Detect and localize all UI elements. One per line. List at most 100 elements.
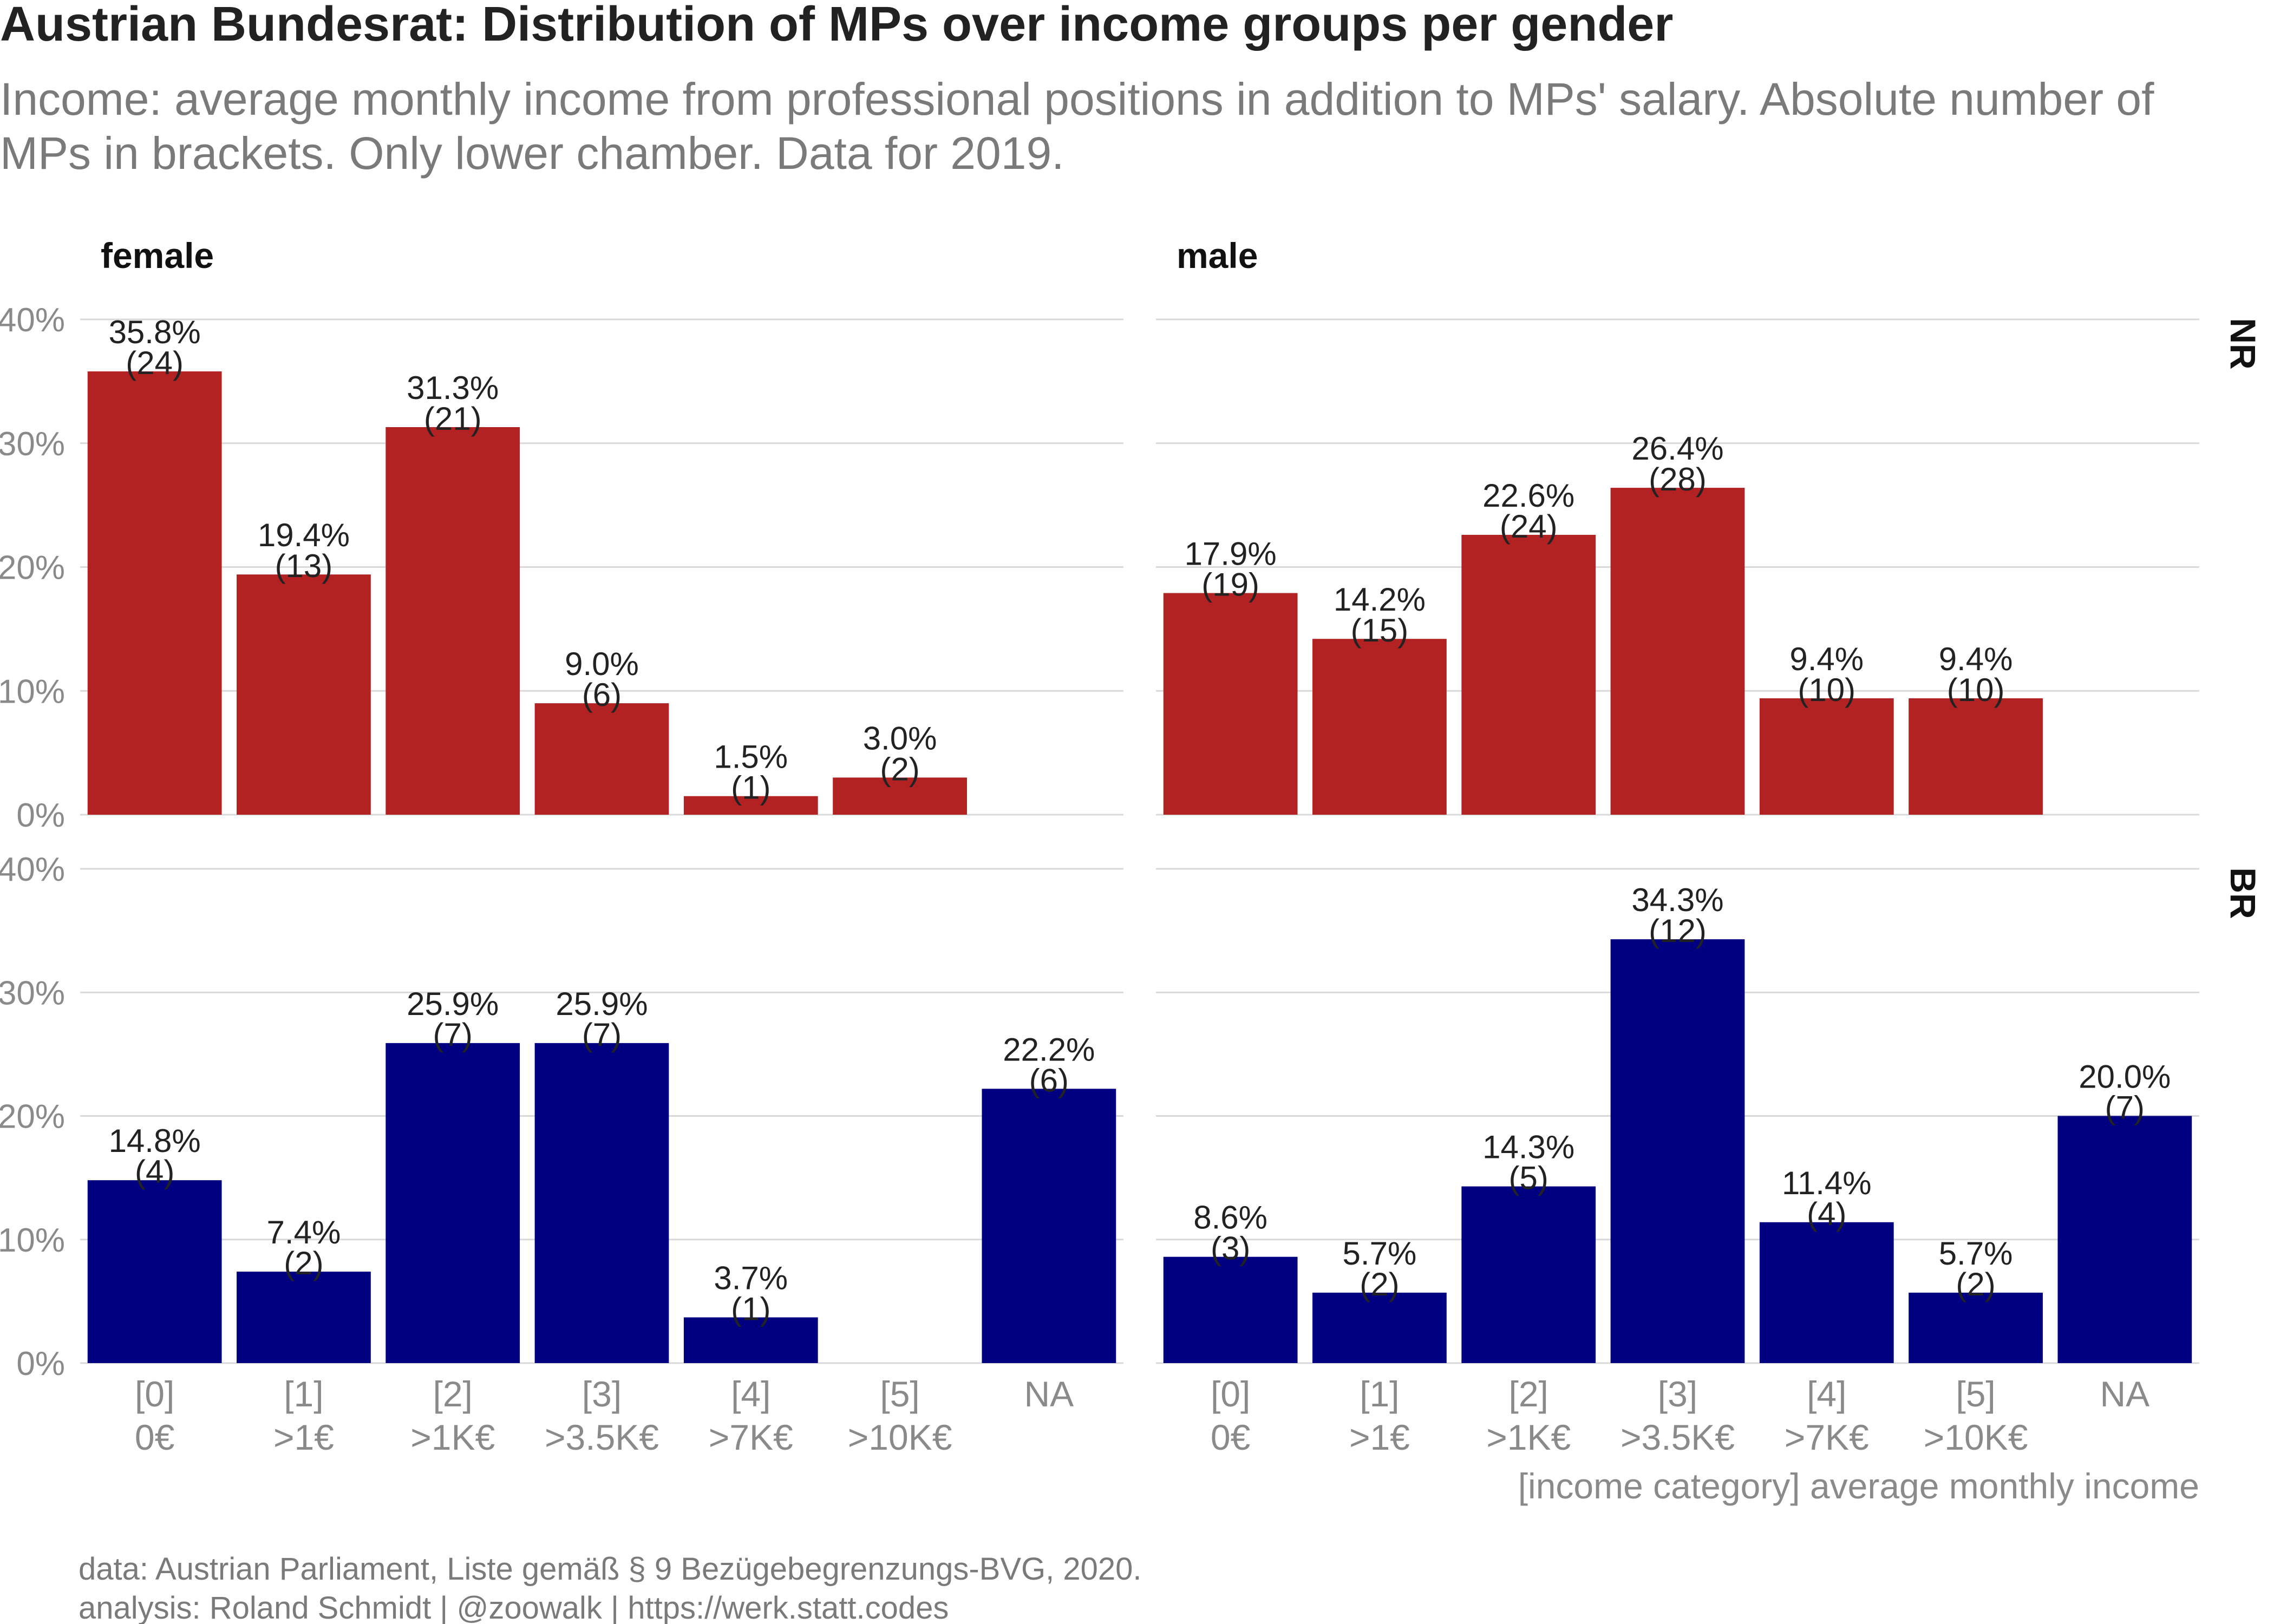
x-tick-label: [3] xyxy=(582,1374,622,1414)
y-tick-label: 20% xyxy=(0,549,65,587)
facet-strip-female: female xyxy=(101,235,214,276)
bar-count-label: (4) xyxy=(1807,1196,1846,1232)
facet-strip-BR: BR xyxy=(2223,867,2263,919)
x-tick-label: >10K€ xyxy=(848,1417,952,1457)
bar-count-label: (10) xyxy=(1798,672,1855,708)
bar-nr-male-3 xyxy=(1610,488,1745,815)
chart-caption-line: data: Austrian Parliament, Liste gemäß §… xyxy=(79,1551,1142,1587)
bar-nr-male-2 xyxy=(1461,535,1596,815)
bar-value-label: 7.4% xyxy=(267,1214,341,1250)
x-tick-label: [0] xyxy=(135,1374,174,1414)
bar-count-label: (10) xyxy=(1947,672,2005,708)
bar-count-label: (19) xyxy=(1201,567,1259,603)
bar-br-male-5 xyxy=(1909,1292,2043,1363)
bar-count-label: (2) xyxy=(284,1245,323,1281)
bar-value-label: 20.0% xyxy=(2079,1059,2171,1095)
bar-nr-male-5 xyxy=(1909,698,2043,815)
bar-br-male-2 xyxy=(1461,1186,1596,1363)
bar-value-label: 31.3% xyxy=(407,370,499,406)
bar-nr-female-3 xyxy=(534,703,669,815)
bar-count-label: (7) xyxy=(433,1017,473,1053)
bar-nr-male-0 xyxy=(1163,593,1298,815)
bar-value-label: 14.8% xyxy=(109,1123,201,1159)
chart-subtitle-line: MPs in brackets. Only lower chamber. Dat… xyxy=(0,128,1064,179)
bar-nr-female-0 xyxy=(87,371,222,815)
facet-strip-NR: NR xyxy=(2223,318,2263,369)
bar-nr-female-4 xyxy=(683,796,818,815)
y-tick-label: 10% xyxy=(0,673,65,710)
y-tick-label: 0% xyxy=(16,1345,65,1383)
bar-count-label: (7) xyxy=(582,1017,622,1053)
x-axis-label: [income category] average monthly income xyxy=(1518,1466,2199,1506)
bar-count-label: (12) xyxy=(1649,913,1707,949)
bar-br-female-3 xyxy=(534,1043,669,1363)
x-tick-label: [5] xyxy=(880,1374,919,1414)
bar-value-label: 22.2% xyxy=(1003,1031,1095,1068)
x-tick-label: [4] xyxy=(1807,1374,1846,1414)
bar-br-male-0 xyxy=(1163,1256,1298,1363)
bar-count-label: (1) xyxy=(731,770,770,806)
bar-count-label: (24) xyxy=(126,345,184,381)
bar-value-label: 35.8% xyxy=(109,314,201,350)
x-tick-label: 0€ xyxy=(135,1417,174,1457)
x-tick-label: >3.5K€ xyxy=(545,1417,659,1457)
bar-br-male-3 xyxy=(1610,939,1745,1363)
bar-br-female-4 xyxy=(683,1317,818,1363)
x-tick-label: [1] xyxy=(284,1374,323,1414)
bar-count-label: (2) xyxy=(1956,1266,1995,1302)
bar-nr-male-4 xyxy=(1759,698,1894,815)
bar-count-label: (1) xyxy=(731,1291,770,1327)
bar-br-male-1 xyxy=(1312,1292,1447,1363)
bar-br-female-6 xyxy=(982,1089,1116,1363)
y-tick-label: 40% xyxy=(0,302,65,339)
x-tick-label: >1K€ xyxy=(1486,1417,1571,1457)
x-tick-label: [0] xyxy=(1211,1374,1250,1414)
bar-br-female-2 xyxy=(385,1043,520,1363)
x-tick-label: >1K€ xyxy=(410,1417,495,1457)
bar-value-label: 1.5% xyxy=(714,739,788,775)
bar-value-label: 3.7% xyxy=(714,1260,788,1296)
bar-value-label: 8.6% xyxy=(1193,1200,1267,1236)
y-tick-label: 0% xyxy=(16,797,65,834)
bar-br-female-0 xyxy=(87,1180,222,1363)
x-tick-label: >7K€ xyxy=(1785,1417,1869,1457)
x-tick-label: [5] xyxy=(1956,1374,1995,1414)
bar-value-label: 14.2% xyxy=(1334,581,1426,618)
facet-strip-male: male xyxy=(1177,235,1258,276)
bar-value-label: 19.4% xyxy=(258,517,350,553)
bar-count-label: (4) xyxy=(135,1154,174,1190)
bar-value-label: 11.4% xyxy=(1782,1165,1872,1201)
x-tick-label: >7K€ xyxy=(709,1417,793,1457)
bar-value-label: 9.4% xyxy=(1939,641,2013,677)
bar-count-label: (2) xyxy=(1360,1266,1399,1302)
bar-value-label: 22.6% xyxy=(1482,477,1574,514)
bar-count-label: (24) xyxy=(1500,508,1558,545)
bar-count-label: (5) xyxy=(1509,1160,1548,1196)
x-tick-label: [4] xyxy=(731,1374,770,1414)
x-tick-label: >3.5K€ xyxy=(1620,1417,1735,1457)
y-tick-label: 30% xyxy=(0,425,65,463)
x-tick-label: NA xyxy=(2100,1374,2150,1414)
chart-subtitle-line: Income: average monthly income from prof… xyxy=(0,74,2154,125)
x-tick-label: [3] xyxy=(1658,1374,1697,1414)
bar-value-label: 5.7% xyxy=(1939,1235,2013,1272)
bar-value-label: 34.3% xyxy=(1631,882,1723,918)
bar-count-label: (2) xyxy=(880,751,919,787)
bar-value-label: 3.0% xyxy=(863,720,937,756)
bar-nr-female-2 xyxy=(385,427,520,815)
bar-nr-female-1 xyxy=(237,574,371,815)
y-tick-label: 30% xyxy=(0,974,65,1012)
bar-nr-male-1 xyxy=(1312,639,1447,815)
bar-value-label: 14.3% xyxy=(1482,1129,1574,1165)
bar-br-male-6 xyxy=(2057,1116,2192,1363)
bar-count-label: (3) xyxy=(1211,1230,1250,1267)
x-tick-label: [2] xyxy=(433,1374,473,1414)
x-tick-label: >1€ xyxy=(273,1417,334,1457)
x-tick-label: >1€ xyxy=(1349,1417,1410,1457)
bar-nr-female-5 xyxy=(833,777,967,815)
x-tick-label: [2] xyxy=(1509,1374,1548,1414)
bar-br-female-1 xyxy=(237,1272,371,1363)
bar-count-label: (6) xyxy=(582,677,622,713)
bar-value-label: 25.9% xyxy=(556,986,648,1022)
